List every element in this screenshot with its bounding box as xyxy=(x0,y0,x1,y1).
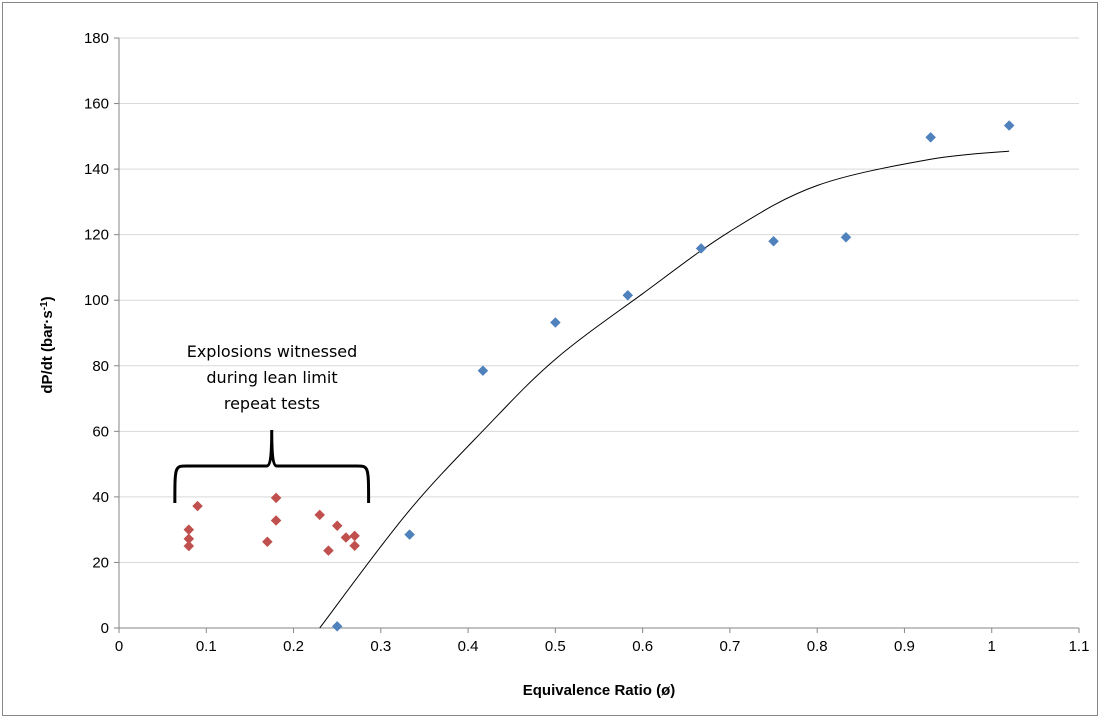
data-point-series-2 xyxy=(183,524,195,536)
data-point-series-1 xyxy=(550,317,561,328)
y-tick-label: 160 xyxy=(84,96,109,113)
y-tick-label: 120 xyxy=(84,227,109,244)
data-points xyxy=(183,120,1015,632)
data-point-series-2 xyxy=(349,530,360,542)
x-tick-label: 0.3 xyxy=(370,638,391,655)
trendline xyxy=(319,150,1010,629)
data-point-series-1 xyxy=(695,243,707,254)
data-point-series-2 xyxy=(270,515,282,526)
x-tick-label: 0.6 xyxy=(632,638,653,655)
x-tick-labels: 0 0.1 0.2 0.3 0.4 0.5 0.6 0.7 0.8 0.9 1 1.1 xyxy=(115,638,1090,655)
annotation-line-3: repeat tests xyxy=(224,394,320,413)
y-axis-title-sup: -1 xyxy=(39,301,50,310)
data-point-series-2 xyxy=(340,532,352,543)
y-tick-label: 60 xyxy=(92,423,109,440)
data-point-series-2 xyxy=(192,500,203,512)
data-point-series-1 xyxy=(331,621,343,632)
annotation-line-1: Explosions witnessed xyxy=(187,342,358,361)
data-point-series-2 xyxy=(349,540,360,552)
x-tick-label: 0.9 xyxy=(894,638,915,655)
x-tick-label: 0.2 xyxy=(283,638,304,655)
annotation-line-2: during lean limit xyxy=(206,368,337,387)
x-tick-label: 1 xyxy=(988,638,996,655)
data-point-series-2 xyxy=(331,520,343,532)
y-tick-labels: 0 20 40 60 80 100 120 140 160 180 xyxy=(84,30,109,637)
data-point-series-1 xyxy=(925,131,936,143)
gridlines xyxy=(119,37,1079,563)
y-tick-label: 40 xyxy=(92,489,109,506)
x-tick-label: 0.1 xyxy=(196,638,217,655)
y-tick-label: 100 xyxy=(84,292,109,309)
y-tick-label: 20 xyxy=(92,554,109,571)
x-tick-label: 0 xyxy=(115,638,123,655)
annotation-brace xyxy=(173,429,371,504)
data-point-series-1 xyxy=(477,365,489,377)
y-axis-title-close: ) xyxy=(39,296,56,301)
y-tick-label: 80 xyxy=(92,358,109,375)
y-tick-label: 180 xyxy=(84,30,109,47)
data-point-series-1 xyxy=(622,289,634,301)
x-tick-label: 1.1 xyxy=(1069,638,1090,655)
data-point-series-2 xyxy=(270,492,282,504)
data-point-series-1 xyxy=(768,235,779,247)
data-point-series-1 xyxy=(404,529,415,540)
data-point-series-2 xyxy=(262,536,273,548)
x-tick-label: 0.8 xyxy=(807,638,828,655)
data-point-series-2 xyxy=(314,509,326,521)
data-point-series-2 xyxy=(183,540,195,552)
x-tick-label: 0.4 xyxy=(458,638,479,655)
x-axis-title: Equivalence Ratio (ø) xyxy=(523,682,676,699)
axes xyxy=(114,37,1080,633)
y-tick-label: 0 xyxy=(101,620,109,637)
data-point-series-1 xyxy=(1003,120,1015,131)
y-axis-title: dP/dt (bar·s-1) xyxy=(39,296,57,393)
x-tick-label: 0.5 xyxy=(545,638,566,655)
data-point-series-2 xyxy=(323,545,334,556)
y-axis-title-main: dP/dt (bar·s xyxy=(39,310,56,393)
data-point-series-1 xyxy=(840,231,852,243)
y-tick-label: 140 xyxy=(84,161,109,178)
x-tick-label: 0.7 xyxy=(719,638,740,655)
